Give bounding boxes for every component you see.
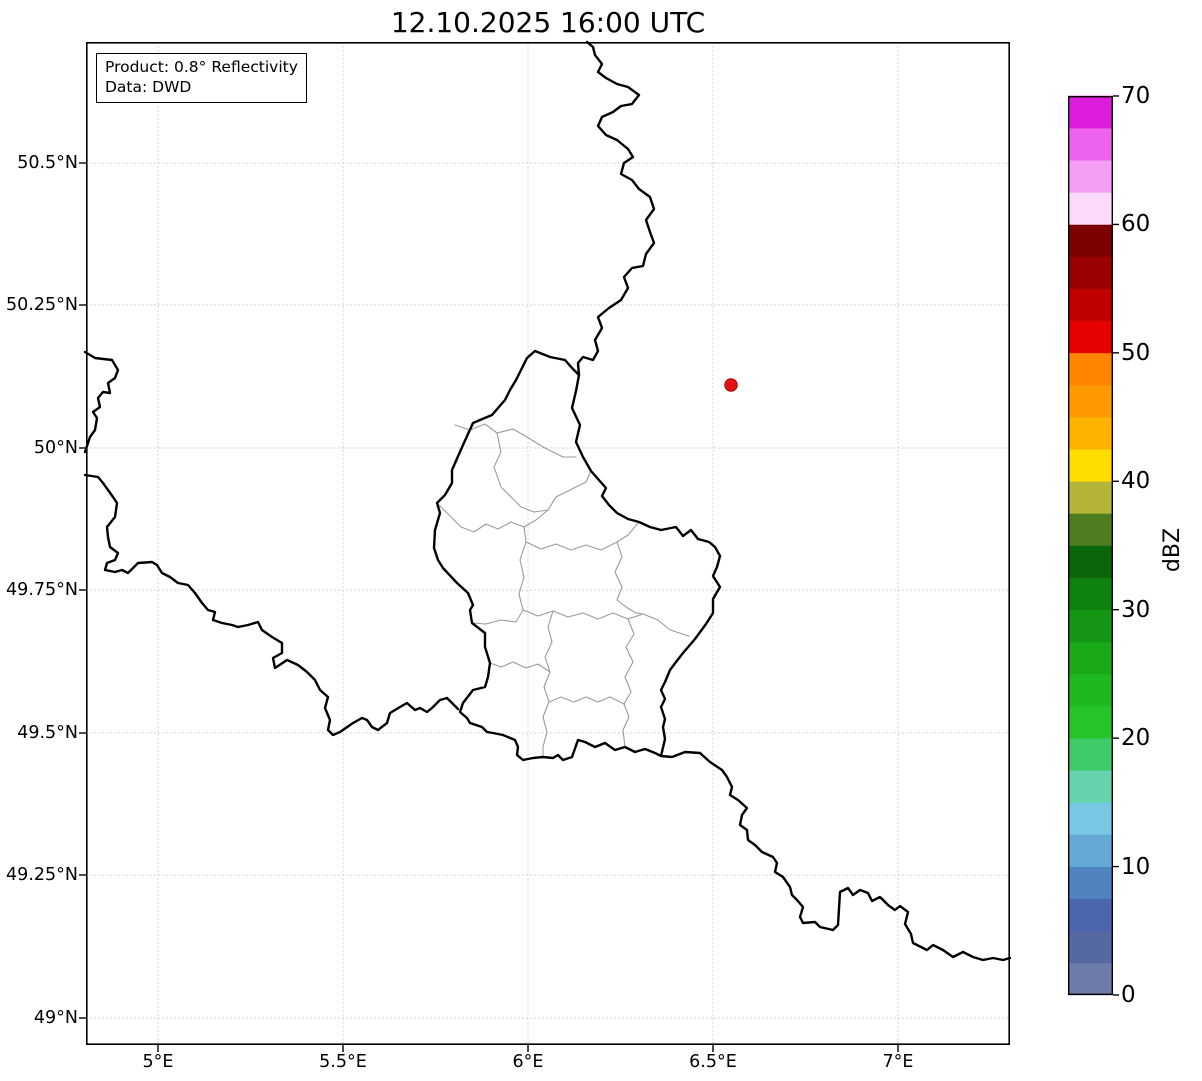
x-tick-label: 6°E [512,1052,544,1072]
plot-frame [86,42,1011,1046]
colorbar-segment [1068,545,1113,578]
colorbar-segment [1068,609,1113,643]
colorbar-segment [1068,930,1113,964]
figure-title: 12.10.2025 16:00 UTC [390,6,706,39]
colorbar-segment [1068,513,1113,546]
canton-boundary-line [547,470,592,511]
colorbar-segment [1068,834,1113,867]
colorbar-segment [1068,127,1113,161]
colorbar-tick-label: 50 [1121,339,1151,366]
colorbar-segment [1068,705,1113,739]
colorbar-segment [1068,352,1113,386]
colorbar-segment [1068,737,1113,771]
colorbar-segment [1068,159,1113,193]
canton-boundary-line [523,521,640,551]
colorbar-segment [1068,866,1113,899]
colorbar-segment [1068,224,1113,257]
colorbar-segment [1068,416,1113,450]
canton-boundary-line [614,541,644,615]
colorbar-segment [1068,898,1113,932]
y-tick-label: 49.5°N [17,723,78,743]
canton-boundary-line [489,661,551,673]
country-border-line [83,350,120,454]
y-tick-label: 49.75°N [6,580,78,600]
x-tick-label: 7°E [882,1052,914,1072]
colorbar [1067,95,1119,996]
map-plot-area [79,40,1012,1052]
y-tick-label: 50°N [33,438,78,458]
colorbar-tick-label: 30 [1121,596,1151,623]
y-tick-label: 50.5°N [17,153,78,173]
colorbar-segment [1068,448,1113,482]
colorbar-segment [1068,673,1113,707]
colorbar-axis-label: dBZ [1160,527,1185,573]
y-tick-label: 49°N [33,1008,78,1028]
map-canvas [79,40,1012,1052]
radar-site-marker [724,378,738,392]
country-border-line [83,473,460,737]
colorbar-segment [1068,641,1113,675]
product-line: Product: 0.8° Reflectivity [105,58,298,76]
canton-boundary-line [436,502,549,533]
colorbar-segment [1068,192,1113,225]
colorbar-segment [1068,769,1113,803]
canton-boundary-line [522,609,690,637]
canton-boundary-line [454,423,577,458]
country-border-line [659,750,1012,962]
colorbar-segment [1068,802,1113,835]
canton-boundary-line [622,618,635,748]
colorbar-frame [1067,95,1113,995]
colorbar-tick-label: 0 [1121,982,1136,1008]
colorbar-tick-label: 10 [1121,853,1151,880]
colorbar-segment [1068,384,1113,418]
canton-boundary-line [542,610,554,758]
data-source-line: Data: DWD [105,78,192,97]
colorbar-segment [1068,480,1113,514]
colorbar-tick-label: 70 [1121,83,1151,109]
colorbar-tick-label: 40 [1121,468,1151,495]
country-border-line [432,349,722,762]
colorbar-tick-label: 60 [1121,211,1151,238]
colorbar-segment [1068,288,1113,322]
colorbar-segment [1068,962,1113,996]
y-tick-label: 50.25°N [6,295,78,315]
colorbar-segment [1068,577,1113,611]
country-border-line [576,40,656,377]
colorbar-segment [1068,95,1113,129]
canton-boundary-line [471,541,527,625]
colorbar-segment [1068,320,1113,354]
canton-boundary-line [493,432,549,513]
colorbar-tick-label: 20 [1121,725,1151,752]
canton-boundary-line [548,696,625,705]
y-tick-label: 49.25°N [6,865,78,885]
x-tick-label: 6.5°E [689,1052,737,1072]
product-annotation-box: Product: 0.8° Reflectivity Data: DWD [96,53,307,103]
colorbar-segment [1068,256,1113,289]
x-tick-label: 5°E [142,1052,174,1072]
x-tick-label: 5.5°E [319,1052,367,1072]
